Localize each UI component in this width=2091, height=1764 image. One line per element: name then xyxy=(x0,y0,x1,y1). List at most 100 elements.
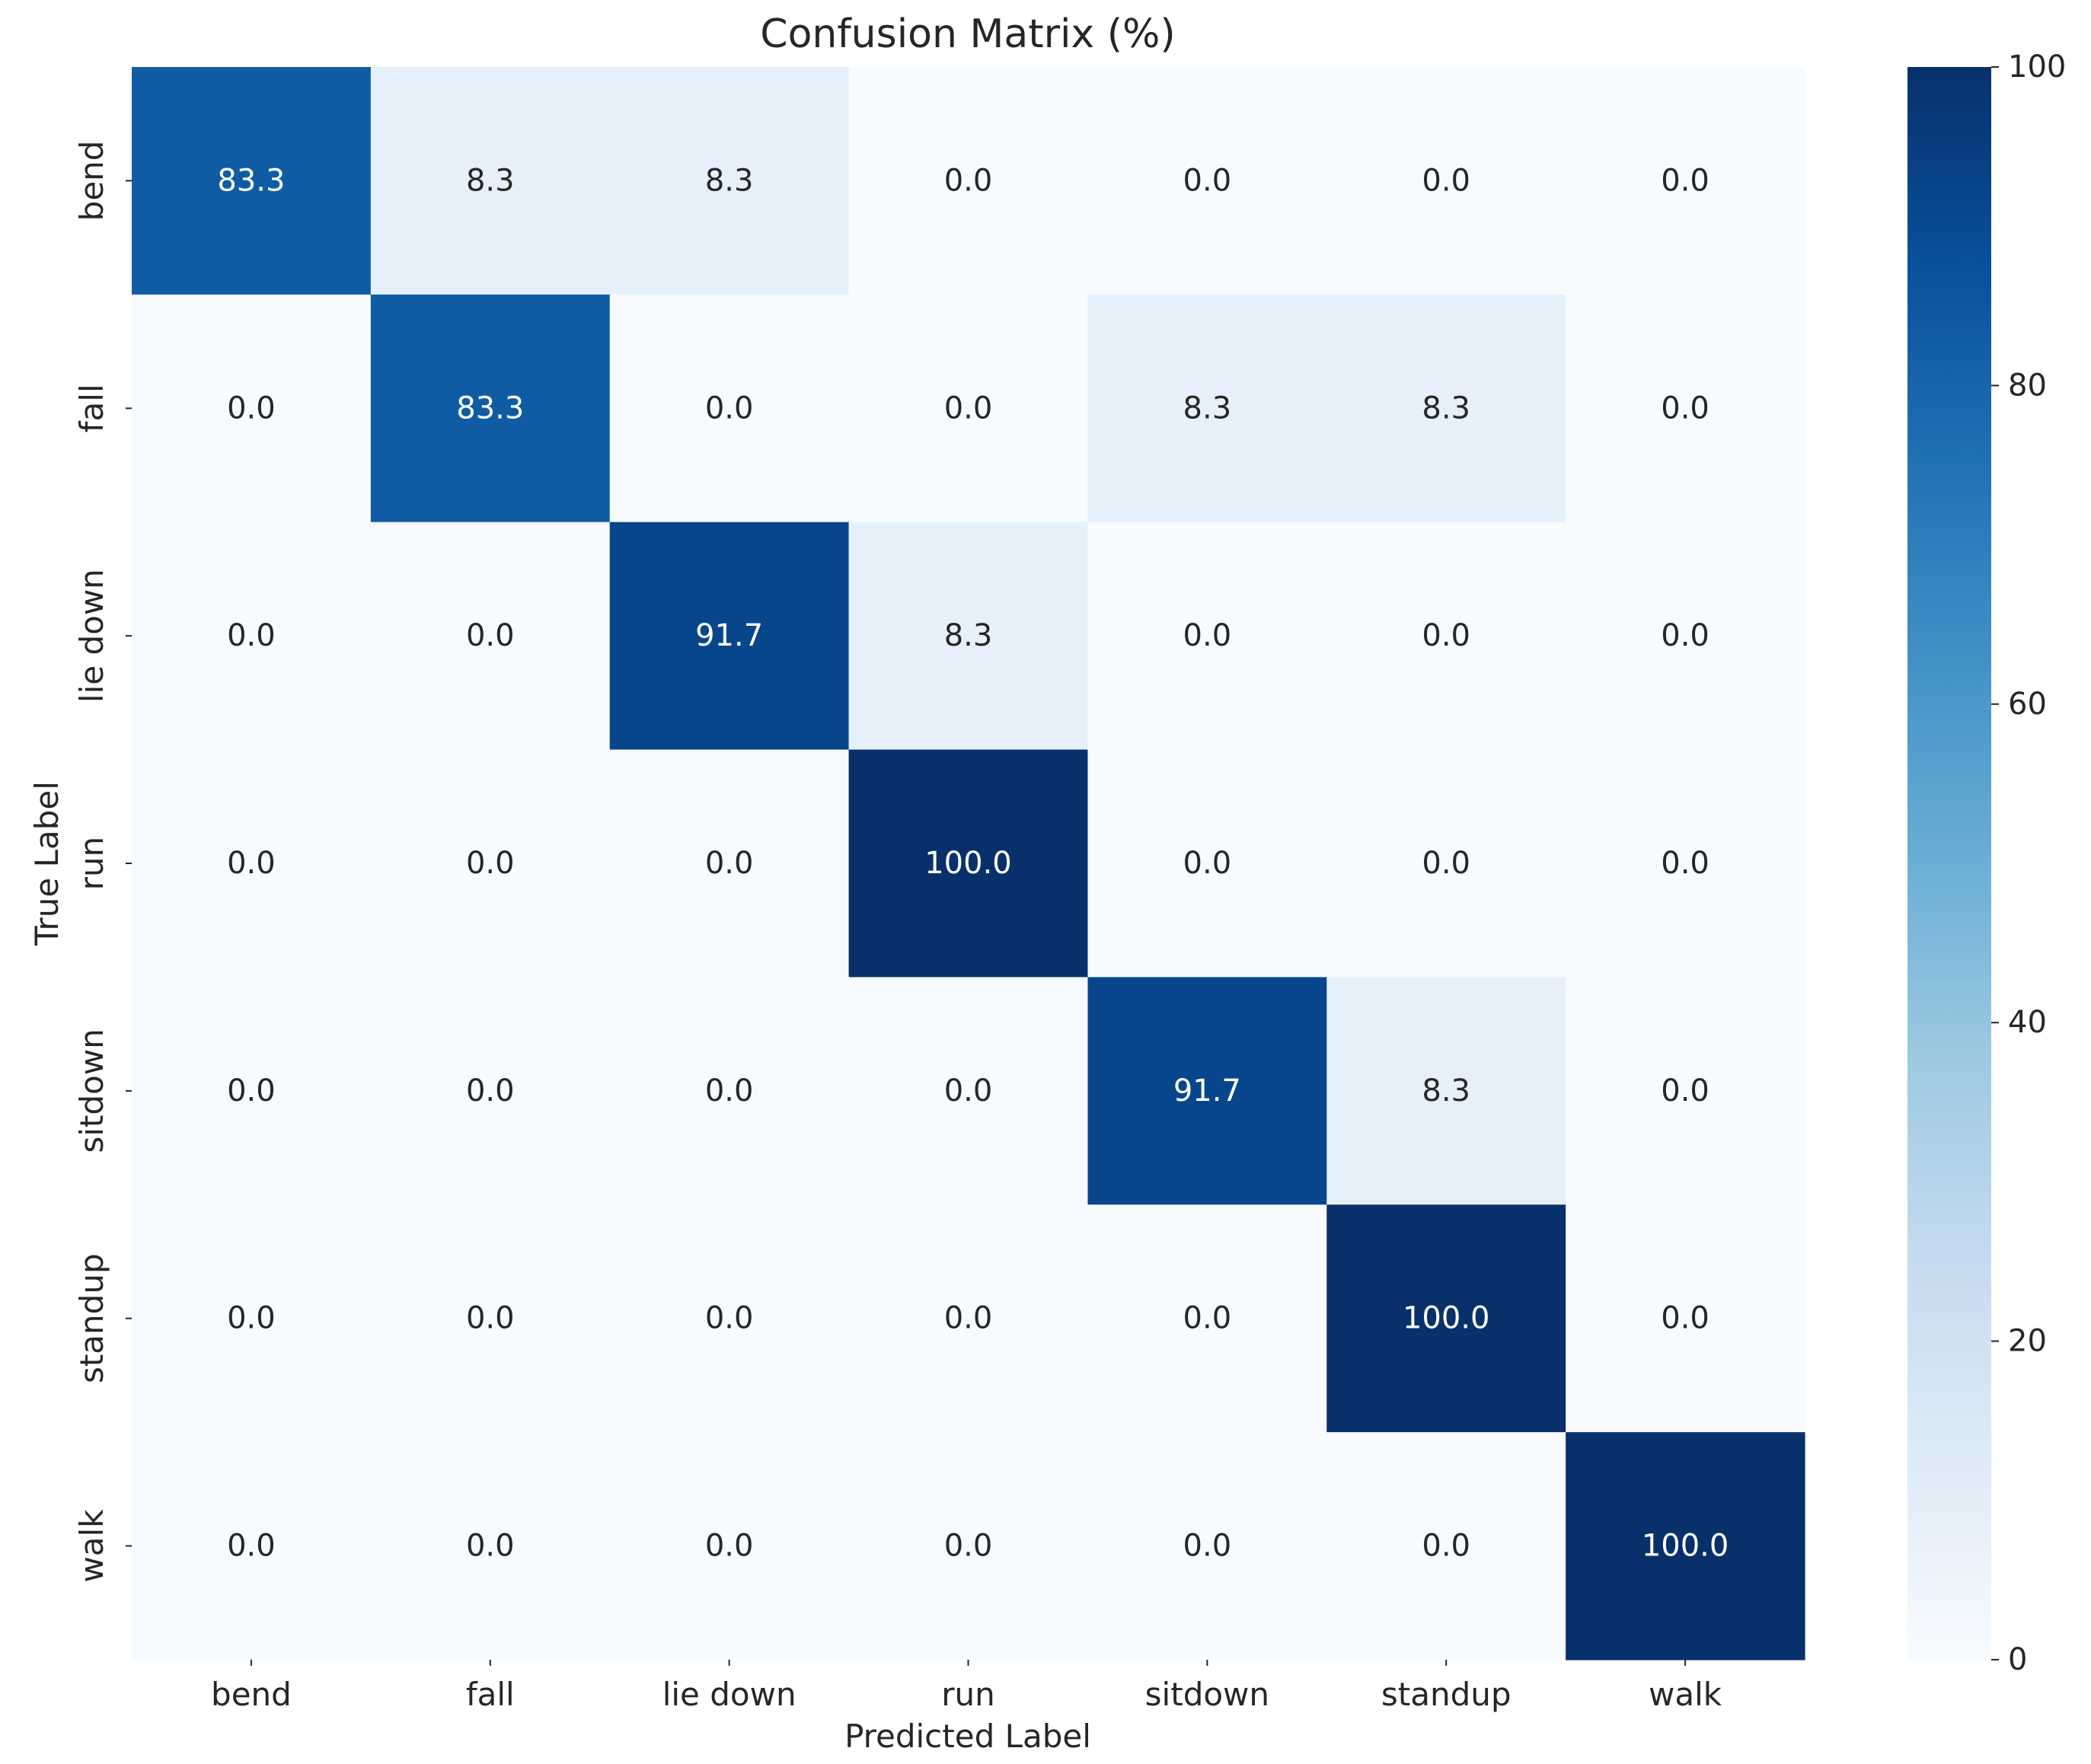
cell-value-label: 8.3 xyxy=(944,618,993,653)
cell-value-label: 0.0 xyxy=(1422,1529,1470,1564)
cell-value-label: 100.0 xyxy=(1403,1301,1490,1336)
heatmap-cell xyxy=(1087,1432,1327,1660)
cell-value-label: 0.0 xyxy=(1422,163,1470,198)
cell-value-label: 0.0 xyxy=(1422,846,1470,881)
cell-value-label: 0.0 xyxy=(227,618,276,653)
cell-value-label: 0.0 xyxy=(944,1529,993,1564)
cell-value-label: 83.3 xyxy=(456,391,524,426)
heatmap-cell xyxy=(1087,749,1327,978)
heatmap-cell xyxy=(1566,749,1805,978)
cell-value-label: 0.0 xyxy=(705,391,754,426)
cell-value-label: 0.0 xyxy=(944,1301,993,1336)
heatmap-cell xyxy=(1566,977,1805,1205)
cell-value-label: 0.0 xyxy=(466,1073,515,1108)
heatmap-cell xyxy=(848,1432,1089,1660)
x-tick-label: sitdown xyxy=(1145,1676,1269,1713)
x-tick-label: run xyxy=(941,1676,995,1713)
cell-value-label: 100.0 xyxy=(1642,1529,1729,1564)
heatmap-cell xyxy=(1326,977,1566,1205)
heatmap-cell xyxy=(609,294,850,523)
heatmap-cell xyxy=(370,1204,611,1433)
heatmap-cell xyxy=(609,1204,850,1433)
cell-value-label: 0.0 xyxy=(1661,1073,1710,1108)
cell-value-label: 0.0 xyxy=(227,1301,276,1336)
y-tick-label: standup xyxy=(73,1253,110,1383)
heatmap-cell xyxy=(1566,294,1805,523)
y-tick-label: sitdown xyxy=(73,1029,110,1153)
colorbar-tick-label: 80 xyxy=(2008,368,2047,403)
y-tick-label: lie down xyxy=(73,569,110,703)
cell-value-label: 0.0 xyxy=(1183,618,1232,653)
cell-value-label: 0.0 xyxy=(1661,1301,1710,1336)
heatmap-cell xyxy=(848,977,1089,1205)
y-axis-ticks: bend fall lie down run sitdown standup walk xyxy=(73,141,132,1583)
cell-value-label: 100.0 xyxy=(924,846,1012,881)
x-tick-label: fall xyxy=(466,1676,515,1713)
heatmap-cell xyxy=(1326,1204,1566,1433)
heatmap-cell xyxy=(370,67,611,295)
heatmap-cell xyxy=(1087,67,1327,295)
heatmap-cell xyxy=(848,522,1089,751)
cell-value-label: 8.3 xyxy=(1422,1073,1470,1108)
heatmap-cell xyxy=(370,294,611,523)
heatmap-cell xyxy=(609,977,850,1205)
cell-value-label: 0.0 xyxy=(466,618,515,653)
cell-value-label: 0.0 xyxy=(705,1301,754,1336)
cell-value-label: 8.3 xyxy=(1422,391,1470,426)
cell-value-label: 0.0 xyxy=(1183,846,1232,881)
cell-value-label: 0.0 xyxy=(227,846,276,881)
heatmap-cell xyxy=(132,1204,372,1433)
cell-value-label: 0.0 xyxy=(1183,1301,1232,1336)
cell-value-label: 0.0 xyxy=(1422,618,1470,653)
heatmap-cell xyxy=(848,67,1089,295)
heatmap-cells xyxy=(132,67,1805,1660)
heatmap-cell xyxy=(1087,294,1327,523)
heatmap-cell xyxy=(132,67,372,295)
cell-value-label: 83.3 xyxy=(217,163,285,198)
heatmap-cell xyxy=(370,1432,611,1660)
colorbar-tick-label: 40 xyxy=(2008,1005,2047,1040)
heatmap-cell xyxy=(1566,1432,1805,1660)
heatmap-cell xyxy=(370,977,611,1205)
cell-value-label: 0.0 xyxy=(466,846,515,881)
cell-value-label: 8.3 xyxy=(1183,391,1232,426)
heatmap-cell xyxy=(1566,1204,1805,1433)
cell-value-label: 0.0 xyxy=(466,1529,515,1564)
cell-value-label: 0.0 xyxy=(1661,391,1710,426)
cell-value-label: 0.0 xyxy=(944,1073,993,1108)
colorbar-tick-label: 0 xyxy=(2008,1642,2027,1677)
colorbar-tick-label: 20 xyxy=(2008,1324,2047,1359)
heatmap-cell xyxy=(1326,294,1566,523)
heatmap-cell xyxy=(370,522,611,751)
heatmap-cell xyxy=(1087,1204,1327,1433)
cell-value-label: 91.7 xyxy=(695,618,763,653)
colorbar-tick-label: 100 xyxy=(2008,49,2066,85)
x-tick-label: lie down xyxy=(662,1676,796,1713)
heatmap-cell xyxy=(1087,977,1327,1205)
cell-value-label: 0.0 xyxy=(466,1301,515,1336)
heatmap-cell xyxy=(132,977,372,1205)
heatmap-cell xyxy=(1326,749,1566,978)
cell-value-label: 8.3 xyxy=(466,163,515,198)
x-axis-label: Predicted Label xyxy=(844,1718,1091,1755)
heatmap-cell xyxy=(132,1432,372,1660)
cell-value-label: 0.0 xyxy=(1661,163,1710,198)
x-axis-ticks: bend fall lie down run sitdown standup walk xyxy=(211,1660,1722,1713)
y-tick-label: bend xyxy=(73,141,110,222)
y-tick-label: walk xyxy=(73,1509,110,1583)
heatmap-cell xyxy=(132,294,372,523)
cell-value-label: 0.0 xyxy=(705,1529,754,1564)
x-tick-label: bend xyxy=(211,1676,292,1713)
cell-value-label: 0.0 xyxy=(1661,846,1710,881)
heatmap-cell xyxy=(1087,522,1327,751)
colorbar-gradient xyxy=(1907,67,1991,1660)
cell-value-label: 0.0 xyxy=(227,1529,276,1564)
heatmap-cell xyxy=(848,1204,1089,1433)
heatmap-cell xyxy=(848,749,1089,978)
heatmap-cell xyxy=(370,749,611,978)
cell-value-label: 0.0 xyxy=(705,846,754,881)
heatmap-cell xyxy=(609,67,850,295)
heatmap-cell xyxy=(1326,1432,1566,1660)
cell-value-label: 0.0 xyxy=(944,391,993,426)
colorbar-tick-label: 60 xyxy=(2008,687,2047,722)
